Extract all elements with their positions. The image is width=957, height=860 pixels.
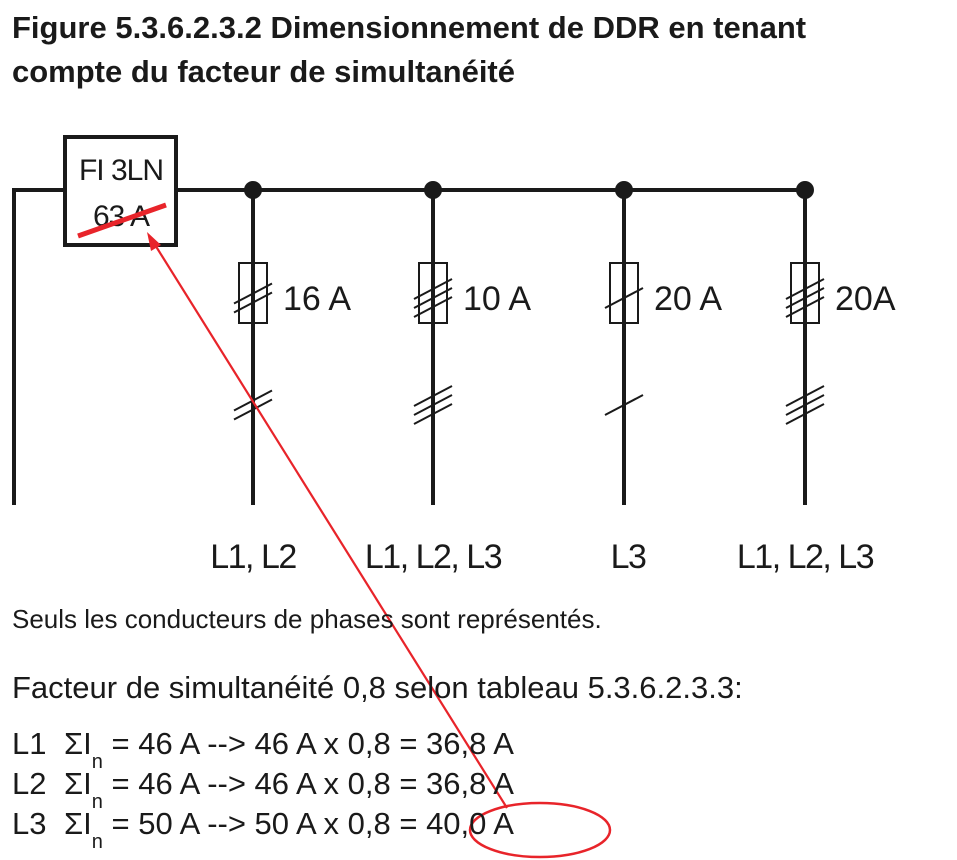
annotation-arrowhead <box>147 232 161 251</box>
fuse-rating-label: 16 A <box>283 280 351 318</box>
junction-node <box>424 181 442 199</box>
rcd-label: FI 3LN <box>79 154 163 187</box>
conductor-tick <box>785 296 825 318</box>
conductor-tick <box>413 385 453 407</box>
conductor-tick <box>413 278 453 300</box>
calc-expression: = 46 A --> 46 A x 0,8 = 36,8 A <box>102 726 514 761</box>
conductor-tick <box>413 403 453 425</box>
phase-label: L3 <box>611 538 646 576</box>
calc-sigma: ΣI <box>64 806 92 841</box>
junction-node <box>615 181 633 199</box>
factor-text: Facteur de simultanéité 0,8 selon tablea… <box>12 670 743 705</box>
rcd-rating-strikethrough <box>77 202 167 239</box>
junction-node <box>244 181 262 199</box>
branch-3: 20 A L3 <box>604 181 722 576</box>
phase-label: L1, L2, L3 <box>737 538 874 576</box>
branch-1: 16 A L1, L2 <box>210 181 351 576</box>
note-text: Seuls les conducteurs de phases sont rep… <box>12 604 602 634</box>
conductor-tick <box>413 296 453 318</box>
phase-label: L1, L2 <box>210 538 296 576</box>
figure-title-line-1: Figure 5.3.6.2.3.2 Dimensionnement de DD… <box>12 10 807 45</box>
calc-phase: L2 <box>12 766 47 801</box>
calc-sigma: ΣI <box>64 726 92 761</box>
conductor-tick <box>604 394 644 416</box>
calc-sigma: ΣI <box>64 766 92 801</box>
fuse-rating-label: 20 A <box>654 280 722 318</box>
fuse-rating-label: 10 A <box>463 280 531 318</box>
conductor-tick <box>785 385 825 407</box>
branches: 16 A L1, L2 10 A L1, L2, L3 20 A L3 20A L1, L2,… <box>210 181 896 576</box>
conductor-tick <box>413 394 453 416</box>
supply-line <box>12 188 65 505</box>
calc-row-l1: L1 ΣIn = 46 A --> 46 A x 0,8 = 36,8 A <box>12 726 514 773</box>
rcd-box <box>63 135 178 247</box>
calc-phase: L3 <box>12 806 47 841</box>
calc-expression: = 46 A --> 46 A x 0,8 = 36,8 A <box>102 766 514 801</box>
conductor-tick <box>233 282 273 305</box>
figure-title-line-2: compte du facteur de simultanéité <box>12 54 515 89</box>
conductor-tick <box>604 287 644 309</box>
conductor-tick <box>785 287 825 309</box>
conductor-tick <box>785 394 825 416</box>
highlight-ellipse <box>468 801 612 859</box>
calc-row-l2: L2 ΣIn = 46 A --> 46 A x 0,8 = 36,8 A <box>12 766 514 813</box>
fuse-rating-label: 20A <box>835 280 896 318</box>
conductor-tick <box>233 291 273 314</box>
branch-4: 20A L1, L2, L3 <box>737 181 896 576</box>
calc-subscript: n <box>91 791 103 813</box>
phase-label: L1, L2, L3 <box>365 538 502 576</box>
calc-phase: L1 <box>12 726 47 761</box>
conductor-tick <box>785 403 825 425</box>
calc-expression: = 50 A --> 50 A x 0,8 = <box>102 806 427 841</box>
conductor-tick <box>785 278 825 300</box>
calc-subscript: n <box>91 831 103 853</box>
branch-2: 10 A L1, L2, L3 <box>365 181 531 576</box>
annotation-arrow-line <box>151 239 508 809</box>
conductor-tick <box>233 398 273 421</box>
calc-subscript: n <box>91 751 103 773</box>
conductor-tick <box>413 287 453 309</box>
figure-title: Figure 5.3.6.2.3.2 Dimensionnement de DD… <box>12 6 806 94</box>
calc-row-l3: L3 ΣIn = 50 A --> 50 A x 0,8 = 40,0 A <box>12 806 514 853</box>
calc-highlight-result: 40,0 A <box>426 806 514 841</box>
junction-node <box>796 181 814 199</box>
